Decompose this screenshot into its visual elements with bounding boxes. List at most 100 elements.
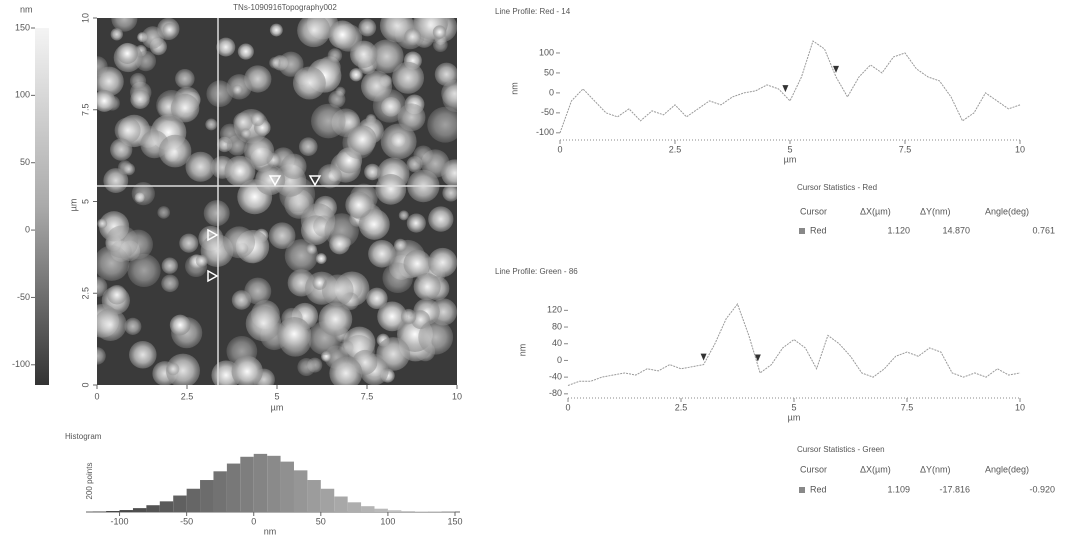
colorbar-unit: nm	[20, 4, 33, 14]
histogram-bar	[374, 508, 388, 512]
grain	[318, 302, 353, 337]
y-tick-label: 80	[552, 321, 562, 331]
grain	[329, 356, 363, 385]
grain	[124, 317, 142, 335]
grain	[428, 206, 454, 232]
grain	[122, 163, 136, 176]
x-tick-label: 7.5	[899, 144, 912, 154]
x-tick-label: 5	[274, 391, 279, 401]
grain	[162, 22, 177, 37]
grain	[231, 355, 263, 385]
histogram-bar	[132, 508, 147, 512]
y-tick-label: 7.5	[80, 103, 90, 116]
grain	[404, 28, 422, 46]
grain	[277, 316, 312, 351]
histogram-bar	[226, 463, 241, 512]
y-tick-label: -100	[536, 127, 554, 137]
grain	[129, 340, 157, 369]
stats-title: Cursor Statistics - Red	[797, 183, 877, 192]
grain	[166, 362, 180, 376]
grain	[368, 239, 396, 268]
x-tick-label: -50	[180, 516, 193, 526]
cursor-marker	[268, 175, 282, 187]
grain	[97, 276, 108, 298]
grain	[250, 112, 265, 127]
grain	[169, 314, 191, 336]
grain	[364, 163, 381, 181]
grain	[170, 93, 200, 123]
colorbar-tick-label: -50	[17, 292, 30, 302]
y-tick-label: -80	[549, 388, 562, 398]
grain	[206, 80, 234, 108]
histogram-bar	[414, 511, 429, 512]
grain	[432, 25, 447, 39]
grain	[345, 191, 372, 219]
grain	[377, 301, 408, 332]
stats-cell: 1.109	[887, 484, 910, 494]
x-tick-label: 150	[447, 516, 462, 526]
histogram-bar	[320, 488, 335, 512]
y-axis-label: µm	[68, 199, 78, 212]
grain	[244, 277, 272, 305]
grain	[244, 136, 275, 167]
grain	[281, 153, 307, 180]
stats-header: ΔX(µm)	[860, 206, 891, 216]
histogram-bar	[401, 511, 415, 512]
grain	[335, 86, 346, 97]
y-axis-label: nm	[509, 82, 519, 95]
histogram-bar	[240, 456, 254, 512]
grain	[158, 134, 192, 168]
color-swatch	[799, 228, 805, 234]
grain	[130, 89, 150, 110]
stats-cell: Red	[810, 484, 827, 494]
x-tick-label: 7.5	[901, 402, 914, 412]
y-axis-label: 200 points	[85, 463, 94, 500]
colorbar-tick-label: 150	[15, 22, 30, 32]
grain	[97, 89, 116, 112]
grain	[131, 182, 155, 206]
x-axis-label: µm	[271, 402, 284, 412]
grain	[434, 62, 457, 87]
grain	[127, 253, 161, 288]
grain	[315, 253, 327, 264]
grain	[348, 125, 377, 154]
y-tick-label: 40	[552, 338, 562, 348]
histogram-bar	[213, 471, 227, 512]
histogram-bar	[361, 506, 375, 512]
grain	[358, 18, 377, 37]
histogram-bar	[387, 510, 402, 512]
histogram-bar	[267, 455, 281, 512]
y-tick-label: 10	[80, 13, 90, 23]
grain	[408, 216, 423, 231]
grain	[329, 233, 350, 255]
cursor-marker	[207, 228, 219, 242]
stats-cell: -0.920	[1029, 484, 1055, 494]
grain	[203, 200, 230, 227]
stats-cell: -17.816	[939, 484, 970, 494]
colorbar-tick-label: 100	[15, 90, 30, 100]
grain	[403, 249, 432, 278]
grain	[237, 43, 254, 60]
histogram-bar	[173, 495, 187, 512]
grain	[161, 257, 178, 274]
grain	[441, 159, 457, 187]
x-tick-label: 50	[316, 516, 326, 526]
grain	[116, 42, 138, 64]
histogram-bar	[293, 470, 308, 512]
grain	[97, 66, 124, 97]
grain	[311, 103, 346, 139]
grain	[255, 165, 286, 196]
stats-cell: 1.120	[887, 225, 910, 235]
grain	[157, 206, 171, 219]
grain	[233, 112, 253, 132]
grain	[375, 174, 407, 205]
stats-header: ΔY(nm)	[920, 464, 951, 474]
cursor-marker	[700, 353, 707, 361]
y-tick-label: 100	[539, 47, 554, 57]
grain	[292, 66, 326, 100]
x-tick-label: 0	[557, 144, 562, 154]
profile-line	[567, 303, 1021, 386]
x-tick-label: 100	[380, 516, 395, 526]
histogram-title: Histogram	[65, 432, 102, 441]
grain	[103, 168, 129, 193]
